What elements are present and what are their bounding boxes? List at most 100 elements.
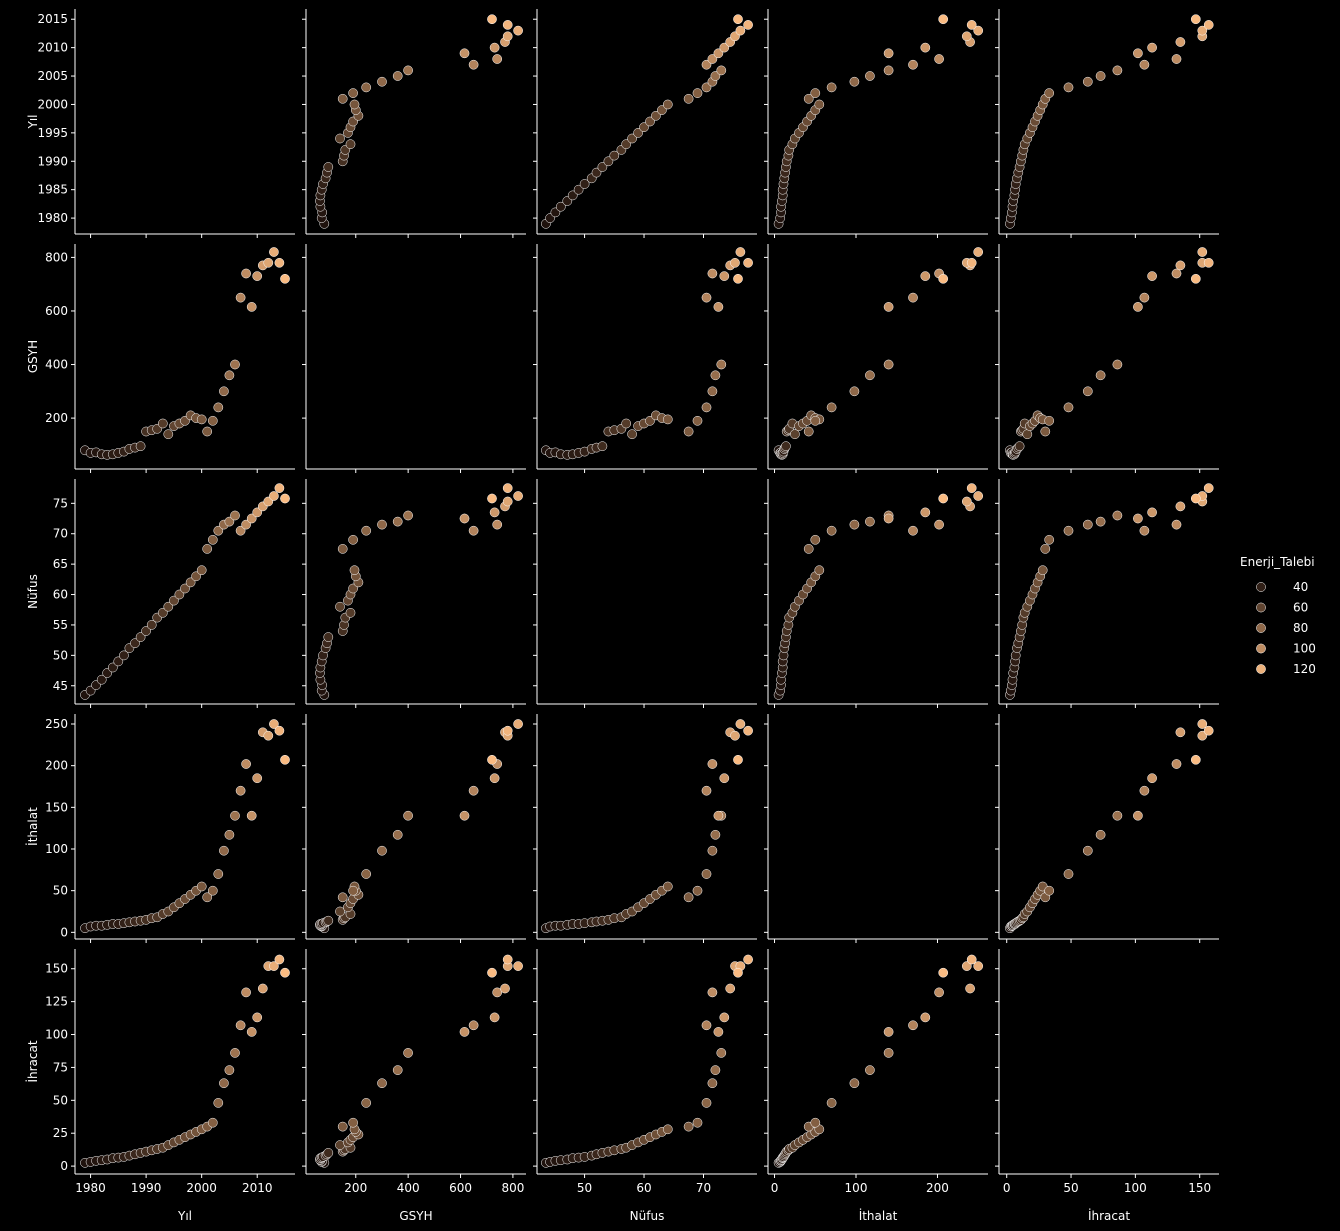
data-point xyxy=(335,601,345,612)
data-point xyxy=(883,359,894,370)
data-point xyxy=(1139,292,1150,303)
data-point xyxy=(348,88,358,98)
data-point xyxy=(645,116,655,127)
data-point xyxy=(224,516,235,527)
data-point xyxy=(662,1124,673,1135)
data-point xyxy=(241,987,251,998)
data-point xyxy=(468,1020,479,1031)
data-point xyxy=(361,525,372,536)
data-point xyxy=(274,725,285,736)
data-point xyxy=(213,869,224,879)
data-point xyxy=(965,983,975,994)
data-point xyxy=(241,268,251,279)
data-point xyxy=(627,133,637,144)
x-tick-label: 400 xyxy=(397,1181,420,1195)
data-point xyxy=(1112,510,1123,521)
data-point xyxy=(361,869,372,879)
data-point xyxy=(337,1121,348,1132)
data-point xyxy=(716,65,727,76)
data-point xyxy=(966,20,977,30)
data-point xyxy=(257,983,268,994)
data-point xyxy=(487,493,497,504)
y-tick-label: 0 xyxy=(60,925,68,939)
data-point xyxy=(790,429,800,440)
data-point xyxy=(934,987,944,998)
data-point xyxy=(713,810,724,821)
y-tick-label: 100 xyxy=(45,842,68,856)
y-tick-label: 50 xyxy=(53,648,68,662)
data-point xyxy=(513,491,523,501)
data-point xyxy=(1197,730,1208,741)
data-point xyxy=(803,426,814,437)
data-point xyxy=(1190,493,1201,504)
data-point xyxy=(692,885,703,896)
data-point xyxy=(730,257,740,268)
data-point xyxy=(934,54,944,64)
data-point xyxy=(219,1078,229,1089)
y-axis-label-ithalat: İthalat xyxy=(25,807,40,846)
data-point xyxy=(743,20,753,30)
data-point xyxy=(377,845,387,856)
data-point xyxy=(146,620,157,630)
data-point xyxy=(492,54,503,64)
data-point xyxy=(865,1065,875,1075)
data-point xyxy=(961,496,972,507)
data-point xyxy=(1095,516,1106,527)
legend-marker xyxy=(1256,623,1266,633)
data-point xyxy=(609,150,620,161)
data-point xyxy=(1147,773,1157,784)
data-point xyxy=(826,1098,837,1108)
data-point xyxy=(657,105,667,115)
data-point xyxy=(1190,14,1201,25)
x-axis-label-yil: Yıl xyxy=(177,1209,192,1223)
data-point xyxy=(323,162,334,172)
x-tick-label: 70 xyxy=(696,1181,711,1195)
data-point xyxy=(174,589,185,600)
data-point xyxy=(502,20,513,30)
y-tick-label: 45 xyxy=(53,679,68,693)
data-point xyxy=(502,31,513,42)
data-point xyxy=(274,483,285,493)
data-point xyxy=(235,1020,246,1031)
data-point xyxy=(1203,483,1214,493)
data-point xyxy=(337,544,348,554)
data-point xyxy=(683,426,694,437)
data-point xyxy=(701,59,712,70)
data-point xyxy=(202,544,213,554)
data-point xyxy=(345,607,356,618)
data-point xyxy=(1197,25,1208,36)
data-point xyxy=(163,429,174,440)
data-point xyxy=(213,525,224,536)
data-point xyxy=(230,510,240,521)
data-point xyxy=(246,1027,257,1037)
data-point xyxy=(502,496,513,507)
data-point xyxy=(1147,507,1157,518)
y-tick-label: 50 xyxy=(53,884,68,898)
data-point xyxy=(579,179,590,189)
data-point xyxy=(934,519,944,530)
data-point xyxy=(403,810,413,821)
data-point xyxy=(1112,359,1123,370)
data-point xyxy=(403,510,413,521)
data-point xyxy=(280,754,290,765)
data-point xyxy=(392,71,403,81)
y-tick-label: 0 xyxy=(60,1159,68,1173)
data-point xyxy=(459,1027,470,1037)
data-point xyxy=(241,759,251,769)
data-point xyxy=(113,656,124,667)
data-point xyxy=(403,1048,413,1058)
y-tick-label: 400 xyxy=(45,358,68,372)
data-point xyxy=(810,534,821,545)
y-axis-label-gsyh: GSYH xyxy=(26,340,40,373)
data-point xyxy=(701,1020,712,1031)
y-tick-label: 75 xyxy=(53,496,68,510)
data-point xyxy=(377,519,387,530)
data-point xyxy=(252,1012,263,1023)
data-point xyxy=(701,785,712,796)
data-point xyxy=(348,885,358,896)
data-point xyxy=(349,565,360,576)
data-point xyxy=(202,892,213,903)
x-tick-label: 100 xyxy=(1124,1181,1147,1195)
data-point xyxy=(1063,402,1074,413)
data-point xyxy=(883,48,894,59)
